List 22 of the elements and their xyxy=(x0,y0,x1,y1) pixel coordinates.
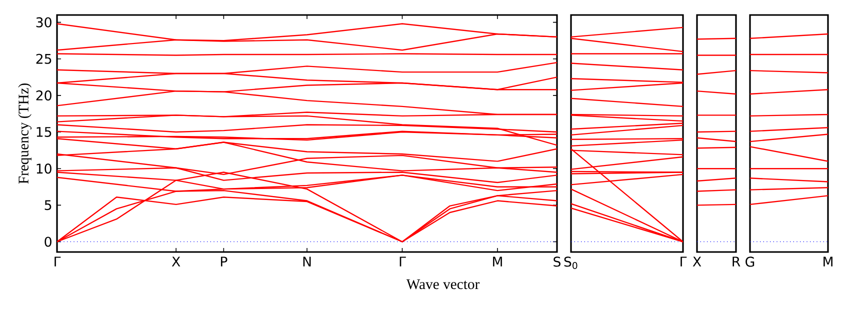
x-tick-label: Γ xyxy=(54,256,61,266)
x-tick-label: S$_{0}$ xyxy=(564,256,578,270)
x-tick-label: S xyxy=(554,256,560,267)
y-tick-label: 5 xyxy=(44,200,52,210)
x-tick-label: X xyxy=(172,256,180,266)
y-tick-label: 20 xyxy=(36,90,52,100)
x-tick-label: P xyxy=(220,256,228,266)
y-axis-title: Frequency (THz) xyxy=(18,83,32,184)
x-tick-label: R xyxy=(732,256,740,266)
y-tick-label: 30 xyxy=(36,17,52,28)
x-tick-label: M xyxy=(824,256,832,266)
x-tick-label: G xyxy=(746,256,754,267)
x-tick-label: X xyxy=(692,256,702,266)
y-tick-label: 0 xyxy=(44,236,52,247)
x-tick-label: Γ xyxy=(400,256,406,266)
x-axis-title: Wave vector xyxy=(406,279,480,290)
x-tick-label: N xyxy=(303,256,311,266)
x-tick-label: M xyxy=(493,256,502,266)
x-tick-label: Γ xyxy=(680,256,687,266)
y-tick-label: 10 xyxy=(36,164,52,174)
y-tick-label: 15 xyxy=(36,127,52,137)
y-tick-label: 25 xyxy=(36,54,52,64)
